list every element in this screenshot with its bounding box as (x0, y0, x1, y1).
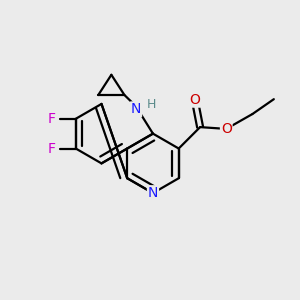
Text: H: H (147, 98, 157, 111)
Text: N: N (131, 102, 141, 116)
Text: F: F (47, 142, 56, 155)
Text: O: O (221, 122, 232, 136)
Text: F: F (47, 112, 56, 126)
Text: N: N (148, 186, 158, 200)
Text: O: O (189, 93, 200, 107)
